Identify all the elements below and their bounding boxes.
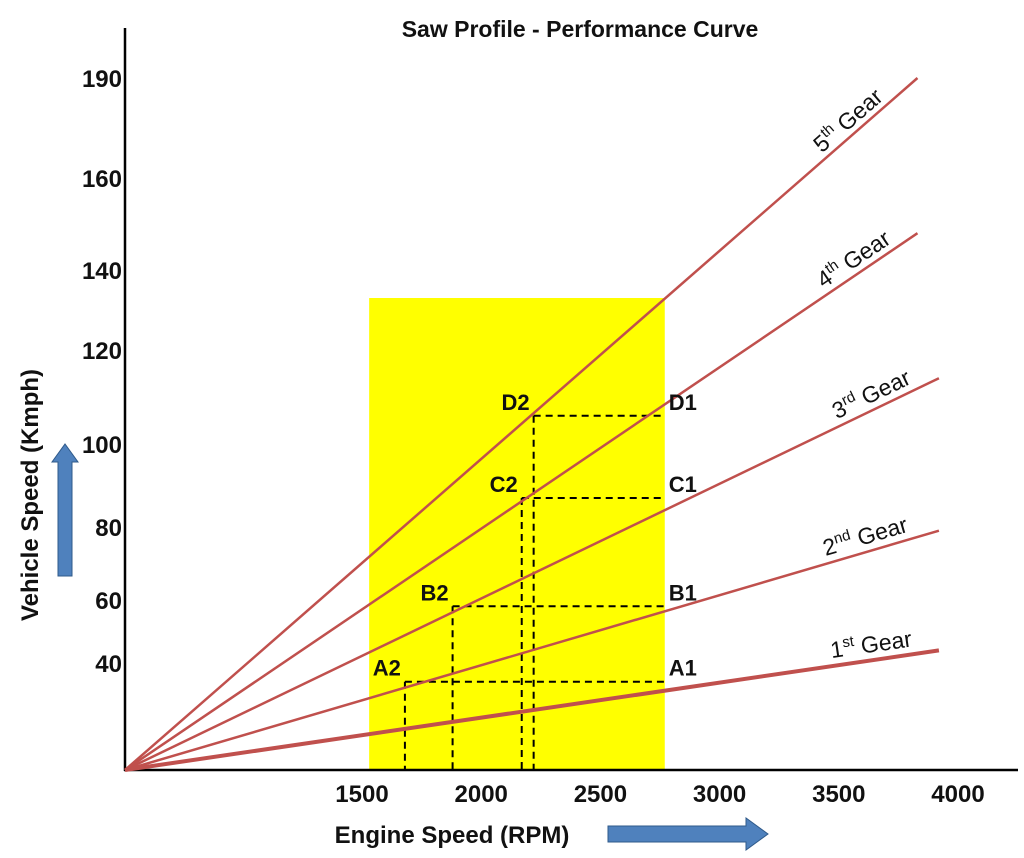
y-tick-label: 80: [95, 515, 122, 542]
gear-line-3: [124, 377, 940, 772]
y-tick-label: 100: [82, 432, 122, 459]
x-tick-label: 2000: [455, 781, 508, 808]
y-axis-label: Vehicle Speed (Kmph): [17, 369, 44, 621]
y-tick-label: 140: [82, 258, 122, 285]
x-tick-label: 3500: [812, 781, 865, 808]
guide-lines: [403, 414, 665, 770]
point-label-b2: B2: [420, 580, 448, 605]
y-tick-label: 160: [82, 166, 122, 193]
gear-lines: [124, 77, 940, 772]
gear-label-5: 5th Gear: [807, 82, 887, 157]
gear-line-4: [124, 232, 919, 772]
y-tick-label: 120: [82, 338, 122, 365]
y-tick-label: 190: [82, 66, 122, 93]
axes: [123, 28, 1018, 772]
point-label-a2: A2: [373, 656, 401, 681]
point-label-d2: D2: [502, 390, 530, 415]
x-tick-label: 3000: [693, 781, 746, 808]
x-axis-arrow: [607, 817, 769, 851]
point-label-a1: A1: [669, 656, 697, 681]
gear-label-4: 4th Gear: [811, 224, 895, 293]
chart-title: Saw Profile - Performance Curve: [402, 16, 759, 42]
y-tick-label: 60: [95, 588, 122, 615]
gear-label-3: 3rd Gear: [827, 363, 914, 424]
x-tick-label: 1500: [335, 781, 388, 808]
gear-line-2: [124, 529, 940, 772]
y-tick-label: 40: [95, 651, 122, 678]
point-labels: A1 A2 B1 B2 C1 C2 D1 D2: [373, 390, 697, 681]
gear-line-5: [124, 77, 919, 771]
point-label-b1: B1: [669, 580, 697, 605]
axis-arrows: [51, 443, 769, 851]
point-label-c1: C1: [669, 472, 697, 497]
x-tick-label: 2500: [574, 781, 627, 808]
y-axis-arrow: [51, 443, 79, 577]
gear-line-1: [124, 648, 940, 772]
tick-labels: 1500 2000 2500 3000 3500 4000 40 60 80 100 120 140 1…: [82, 66, 985, 808]
point-label-c2: C2: [490, 472, 518, 497]
x-tick-label: 4000: [931, 781, 984, 808]
x-axis-label: Engine Speed (RPM): [335, 822, 570, 849]
point-label-d1: D1: [669, 390, 697, 415]
